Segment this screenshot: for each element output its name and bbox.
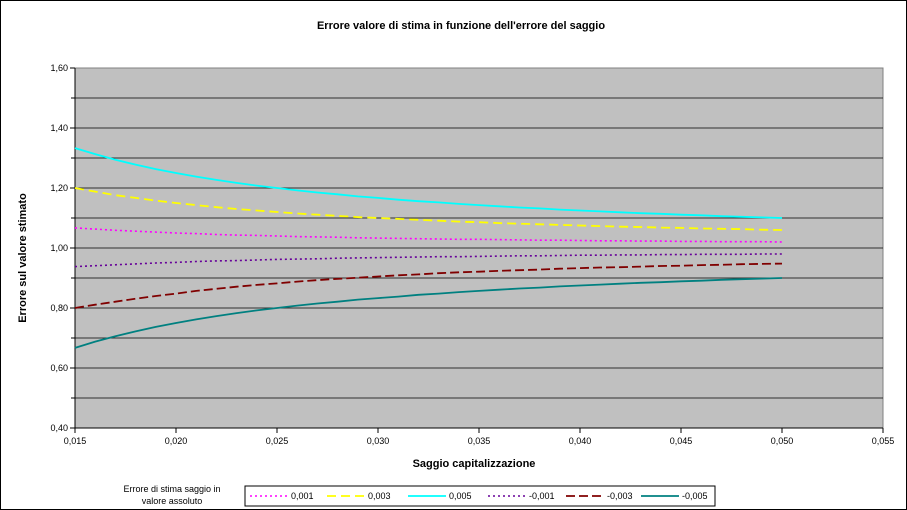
legend-title: Errore di stima saggio in valore assolut… xyxy=(123,484,220,506)
y-axis-title: Errore sul valore stimato xyxy=(17,193,29,323)
legend-title-line-2: valore assoluto xyxy=(142,496,203,506)
chart-title: Errore valore di stima in funzione dell'… xyxy=(317,20,605,32)
legend-label-1: 0,001 xyxy=(291,491,314,501)
legend-label-6: -0,005 xyxy=(682,491,708,501)
legend-label-5: -0,003 xyxy=(607,491,633,501)
series-line-3 xyxy=(74,147,783,219)
legend-label-4: -0,001 xyxy=(529,491,555,501)
x-tick-label: 0,015 xyxy=(64,436,87,446)
x-tick-label: 0,050 xyxy=(771,436,794,446)
legend: 0,001 0,003 0,005 -0,001 -0,003 -0,005 xyxy=(244,485,716,507)
legend-title-line-1: Errore di stima saggio in xyxy=(123,484,220,494)
legend-label-2: 0,003 xyxy=(368,491,391,501)
legend-box xyxy=(244,485,716,507)
x-tick-label: 0,035 xyxy=(468,436,491,446)
x-tick-label: 0,040 xyxy=(569,436,592,446)
x-tick-label: 0,025 xyxy=(266,436,289,446)
x-tick-label: 0,030 xyxy=(367,436,390,446)
y-tick-label: 0,80 xyxy=(50,303,68,313)
y-tick-label: 0,40 xyxy=(50,423,68,433)
x-tick-label: 0,045 xyxy=(670,436,693,446)
y-tick-label: 1,40 xyxy=(50,123,68,133)
plot-area: 0,40 0,60 0,80 1,00 1,20 1,40 1,60 0,015 0,020 0,… xyxy=(50,63,894,446)
series-line-2 xyxy=(74,187,783,231)
x-tick-label: 0,020 xyxy=(165,436,188,446)
series-line-6 xyxy=(74,277,783,349)
y-tick-label: 1,60 xyxy=(50,63,68,73)
y-tick-label: 0,60 xyxy=(50,363,68,373)
y-tick-label: 1,20 xyxy=(50,183,68,193)
x-axis-title: Saggio capitalizzazione xyxy=(413,458,536,470)
x-tick-label: 0,055 xyxy=(872,436,895,446)
series-line-5 xyxy=(74,262,783,309)
legend-label-3: 0,005 xyxy=(449,491,472,501)
y-tick-label: 1,00 xyxy=(50,243,68,253)
